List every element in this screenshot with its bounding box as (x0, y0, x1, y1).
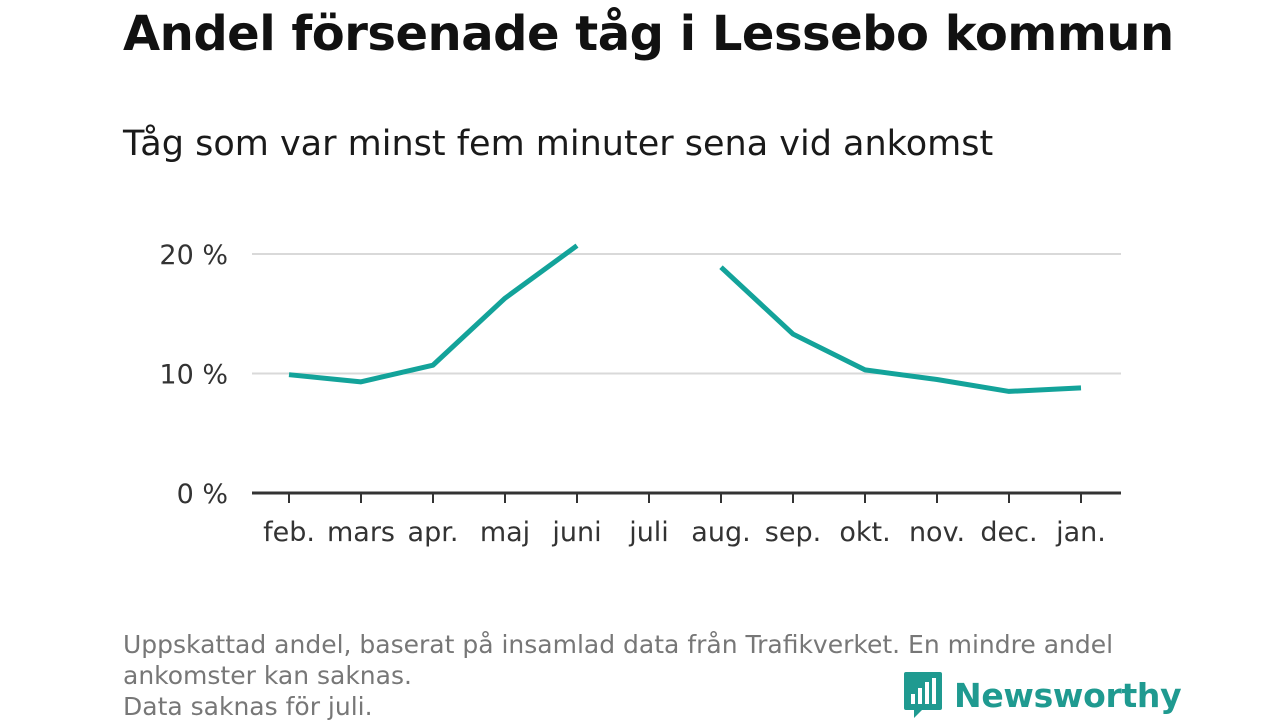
y-tick-label: 10 % (159, 360, 228, 391)
x-tick-label: jan. (1055, 517, 1106, 548)
chart-subtitle: Tåg som var minst fem minuter sena vid a… (123, 124, 994, 164)
x-tick-label: juni (551, 517, 601, 548)
x-tick-label: dec. (980, 517, 1037, 548)
x-axis (252, 491, 1121, 503)
brand-name: Newsworthy (954, 675, 1182, 715)
footnote: Uppskattad andel, baserat på insamlad da… (123, 629, 1153, 722)
x-axis-labels: feb. mars apr. maj juni juli aug. sep. okt. nov. d… (263, 517, 1106, 548)
y-tick-label: 0 % (177, 479, 228, 510)
x-tick-label: feb. (263, 517, 315, 548)
footnote-source: Uppskattad andel, baserat på insamlad da… (123, 630, 1114, 690)
brand-logo: Newsworthy (902, 670, 1182, 720)
x-tick-label: maj (480, 517, 530, 548)
series-line-segment-2 (719, 265, 1082, 394)
x-tick-label: apr. (408, 517, 459, 548)
newsworthy-logo-icon (904, 672, 942, 718)
x-tick-label: nov. (909, 517, 965, 548)
gridlines (252, 253, 1121, 375)
line-chart: 0 % 10 % 20 % feb. mars apr. maj juni juli aug. s… (159, 240, 1121, 548)
x-tick-label: juli (628, 517, 669, 548)
y-tick-label: 20 % (159, 240, 228, 271)
series-lines (288, 243, 1082, 394)
footnote-missing-data: Data saknas för juli. (123, 692, 373, 721)
x-tick-label: mars (327, 517, 395, 548)
y-axis-labels: 0 % 10 % 20 % (159, 240, 228, 510)
x-tick-label: sep. (765, 517, 821, 548)
x-tick-label: okt. (839, 517, 890, 548)
series-line-segment-1 (288, 243, 579, 385)
chart-title: Andel försenade tåg i Lessebo kommun (123, 6, 1174, 62)
x-tick-label: aug. (691, 517, 750, 548)
